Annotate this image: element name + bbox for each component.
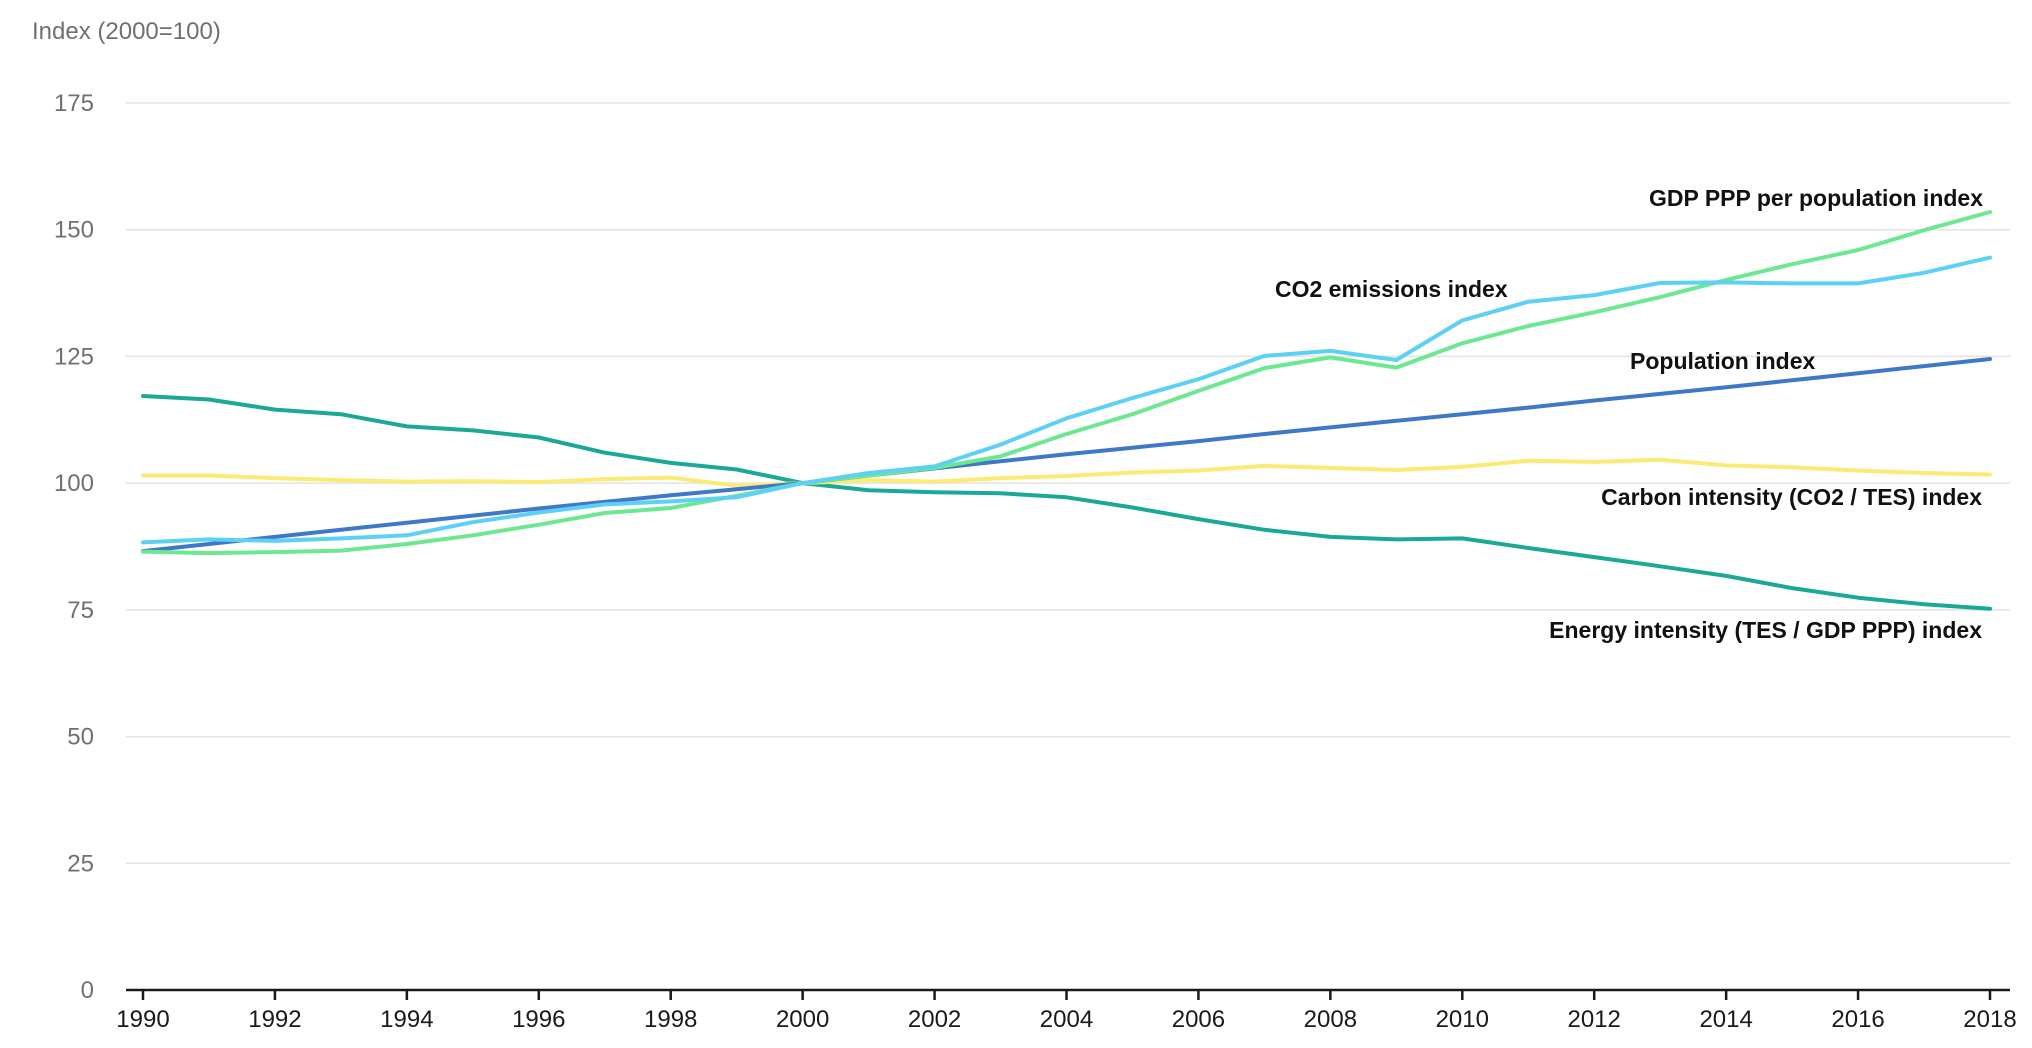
y-tick-label-50: 50 (67, 724, 94, 751)
x-tick-label-2012: 2012 (1568, 1006, 1621, 1033)
x-tick-label-2006: 2006 (1172, 1006, 1225, 1033)
x-tick-label-2008: 2008 (1304, 1006, 1357, 1033)
series-line-carbon-intensity-co2-tes-index (141, 457, 1992, 488)
x-tick-label-1998: 1998 (644, 1006, 697, 1033)
x-tick-label-2018: 2018 (1963, 1006, 2016, 1033)
x-tick-label-1996: 1996 (512, 1006, 565, 1033)
y-axis-title: Index (2000=100) (32, 18, 221, 45)
series-line-energy-intensity-tes-gdp-ppp-index (141, 394, 1992, 611)
x-tick-label-1994: 1994 (380, 1006, 433, 1033)
x-tick-label-1990: 1990 (116, 1006, 169, 1033)
x-tick-label-2016: 2016 (1831, 1006, 1884, 1033)
x-tick-label-1992: 1992 (248, 1006, 301, 1033)
x-tick-label-2004: 2004 (1040, 1006, 1093, 1033)
y-tick-label-175: 175 (54, 90, 94, 117)
series-line-population-index (141, 357, 1992, 554)
y-tick-label-100: 100 (54, 470, 94, 497)
y-tick-label-0: 0 (81, 977, 94, 1004)
y-tick-label-150: 150 (54, 217, 94, 244)
series-line-co2-emissions-index (141, 255, 1992, 545)
y-tick-label-125: 125 (54, 343, 94, 370)
y-tick-label-25: 25 (67, 850, 94, 877)
series-label-co2-emissions-index: CO2 emissions index (1275, 276, 1508, 302)
x-tick-label-2000: 2000 (776, 1006, 829, 1033)
series-line-gdp-ppp-per-population-index (141, 210, 1992, 556)
series-label-population-index: Population index (1630, 348, 1815, 374)
x-tick-label-2010: 2010 (1436, 1006, 1489, 1033)
x-tick-label-2014: 2014 (1699, 1006, 1752, 1033)
series-label-energy-intensity-tes-gdp-ppp-index: Energy intensity (TES / GDP PPP) index (1549, 617, 1982, 643)
y-tick-label-75: 75 (67, 597, 94, 624)
series-label-carbon-intensity-co2-tes-index: Carbon intensity (CO2 / TES) index (1601, 484, 1982, 510)
x-tick-label-2002: 2002 (908, 1006, 961, 1033)
series-label-gdp-ppp-per-population-index: GDP PPP per population index (1649, 185, 1983, 211)
